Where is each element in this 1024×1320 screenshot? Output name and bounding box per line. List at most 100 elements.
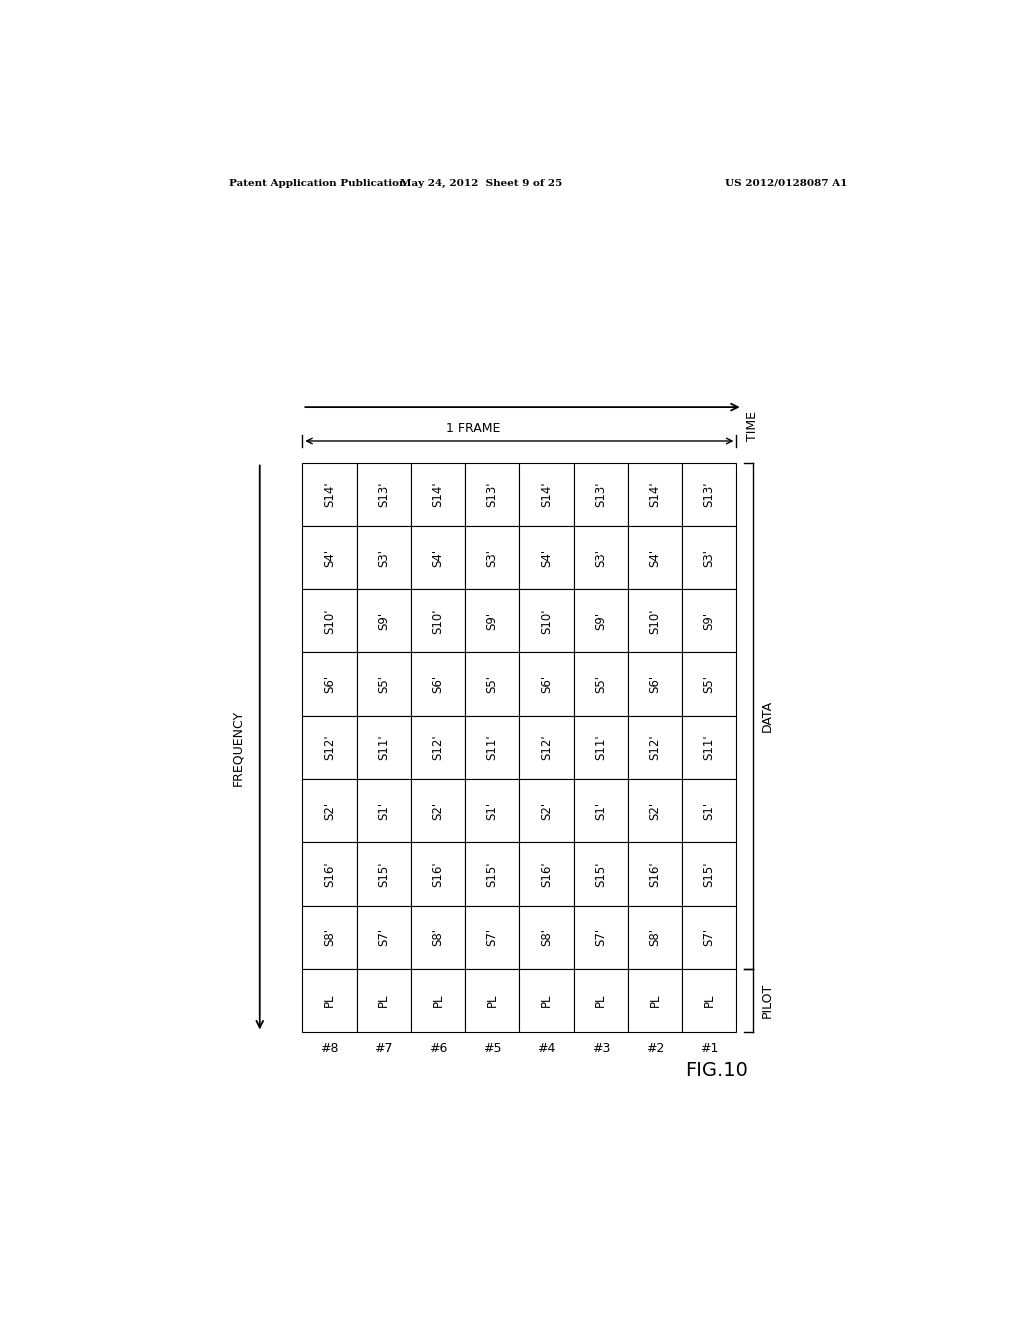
Bar <box>682 842 736 906</box>
Bar <box>302 906 356 969</box>
Text: S6': S6' <box>540 675 553 693</box>
Text: S5': S5' <box>377 675 390 693</box>
Text: S7': S7' <box>485 928 499 946</box>
Text: S11': S11' <box>485 735 499 760</box>
Bar <box>356 715 411 779</box>
Text: #5: #5 <box>483 1041 502 1055</box>
Text: #4: #4 <box>538 1041 556 1055</box>
Bar <box>411 842 465 906</box>
Text: S2': S2' <box>648 801 662 820</box>
Bar <box>465 462 519 525</box>
Bar <box>519 462 573 525</box>
Text: S11': S11' <box>702 735 716 760</box>
Text: S6': S6' <box>431 675 444 693</box>
Bar <box>411 906 465 969</box>
Bar <box>302 525 356 589</box>
Text: S14': S14' <box>540 482 553 507</box>
Text: PL: PL <box>594 994 607 1007</box>
Text: S13': S13' <box>485 482 499 507</box>
Bar <box>302 842 356 906</box>
Bar <box>411 525 465 589</box>
Text: S14': S14' <box>648 482 662 507</box>
Text: S9': S9' <box>377 611 390 630</box>
Bar <box>519 969 573 1032</box>
Bar <box>682 779 736 842</box>
Bar <box>519 589 573 652</box>
Bar <box>302 652 356 715</box>
Text: S9': S9' <box>485 611 499 630</box>
Bar <box>302 779 356 842</box>
Bar <box>573 842 628 906</box>
Bar <box>573 969 628 1032</box>
Text: S11': S11' <box>377 735 390 760</box>
Bar <box>465 906 519 969</box>
Text: S10': S10' <box>323 609 336 634</box>
Text: S3': S3' <box>702 549 716 566</box>
Bar <box>302 589 356 652</box>
Text: #2: #2 <box>646 1041 665 1055</box>
Text: #3: #3 <box>592 1041 610 1055</box>
Bar <box>356 589 411 652</box>
Text: S10': S10' <box>540 609 553 634</box>
Text: S11': S11' <box>594 735 607 760</box>
Bar <box>519 779 573 842</box>
Bar <box>628 715 682 779</box>
Text: #6: #6 <box>429 1041 447 1055</box>
Text: PL: PL <box>323 994 336 1007</box>
Bar <box>519 715 573 779</box>
Text: S7': S7' <box>702 928 716 946</box>
Bar <box>682 525 736 589</box>
Text: S9': S9' <box>594 611 607 630</box>
Bar <box>519 842 573 906</box>
Text: S13': S13' <box>594 482 607 507</box>
Text: S1': S1' <box>485 801 499 820</box>
Bar <box>465 652 519 715</box>
Bar <box>682 969 736 1032</box>
Bar <box>411 652 465 715</box>
Text: PILOT: PILOT <box>761 983 774 1018</box>
Bar <box>411 589 465 652</box>
Text: S1': S1' <box>377 801 390 820</box>
Bar <box>573 462 628 525</box>
Text: S14': S14' <box>431 482 444 507</box>
Text: S5': S5' <box>702 675 716 693</box>
Text: S13': S13' <box>377 482 390 507</box>
Bar <box>628 462 682 525</box>
Text: S10': S10' <box>648 609 662 634</box>
Text: FREQUENCY: FREQUENCY <box>231 709 245 785</box>
Bar <box>573 779 628 842</box>
Bar <box>465 969 519 1032</box>
Bar <box>682 652 736 715</box>
Bar <box>682 715 736 779</box>
Text: S13': S13' <box>702 482 716 507</box>
Bar <box>302 969 356 1032</box>
Bar <box>573 652 628 715</box>
Bar <box>573 715 628 779</box>
Bar <box>356 969 411 1032</box>
Bar <box>356 842 411 906</box>
Text: #1: #1 <box>700 1041 719 1055</box>
Bar <box>465 779 519 842</box>
Text: S8': S8' <box>431 928 444 946</box>
Text: PL: PL <box>702 994 716 1007</box>
Text: S8': S8' <box>323 928 336 946</box>
Bar <box>411 779 465 842</box>
Bar <box>465 715 519 779</box>
Text: S15': S15' <box>377 862 390 887</box>
Text: 1 FRAME: 1 FRAME <box>445 422 500 434</box>
Bar <box>356 652 411 715</box>
Bar <box>682 906 736 969</box>
Bar <box>465 589 519 652</box>
Bar <box>628 652 682 715</box>
Text: #8: #8 <box>321 1041 339 1055</box>
Text: S4': S4' <box>648 548 662 566</box>
Text: S2': S2' <box>431 801 444 820</box>
Bar <box>519 652 573 715</box>
Text: FIG.10: FIG.10 <box>685 1061 749 1080</box>
Text: S16': S16' <box>323 861 336 887</box>
Text: S15': S15' <box>485 862 499 887</box>
Text: PL: PL <box>540 994 553 1007</box>
Bar <box>302 715 356 779</box>
Text: S15': S15' <box>594 862 607 887</box>
Text: DATA: DATA <box>761 700 774 731</box>
